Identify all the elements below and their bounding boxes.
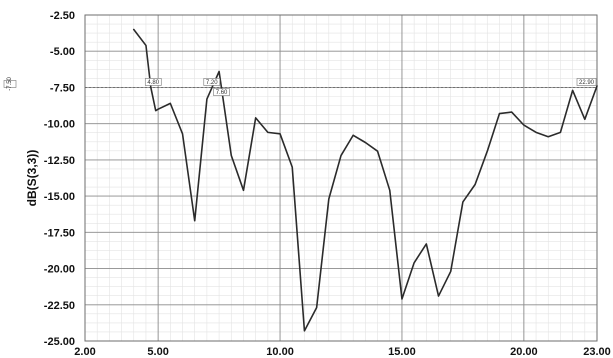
y-tick-label: -25.00 (44, 336, 75, 348)
marker-box (576, 78, 597, 86)
reference-line-label-box (3, 80, 17, 88)
series-line (132, 28, 598, 332)
marker-label: 7.20 (206, 80, 218, 86)
x-tick-label: 15.00 (388, 346, 416, 358)
reference-line-label: -7.50 (7, 76, 13, 90)
y-tick-label: -20.00 (44, 264, 75, 276)
marker-label: 4.80 (147, 80, 159, 86)
y-axis-label: dB(S(3,3)) (25, 150, 39, 207)
x-tick-label: 5.00 (147, 346, 168, 358)
x-tick-label: 23.00 (583, 346, 611, 358)
y-tick-label: -2.50 (50, 10, 75, 22)
x-tick-label: 10.00 (266, 346, 294, 358)
y-tick-label: -15.00 (44, 191, 75, 203)
marker-label: 7.60 (216, 90, 228, 96)
marker-label: 22.90 (579, 80, 595, 86)
marker-box (203, 78, 221, 86)
y-tick-label: -12.50 (44, 155, 75, 167)
y-tick-label: -10.00 (44, 119, 75, 131)
x-tick-label: 20.00 (510, 346, 538, 358)
y-tick-label: -7.50 (50, 82, 75, 94)
plot-frame (84, 14, 598, 342)
marker-box (144, 78, 162, 86)
marker-box (213, 88, 230, 96)
y-tick-label: -5.00 (50, 46, 75, 58)
y-tick-label: -22.50 (44, 300, 75, 312)
x-tick-label: 2.00 (74, 346, 95, 358)
y-tick-label: -17.50 (44, 227, 75, 239)
